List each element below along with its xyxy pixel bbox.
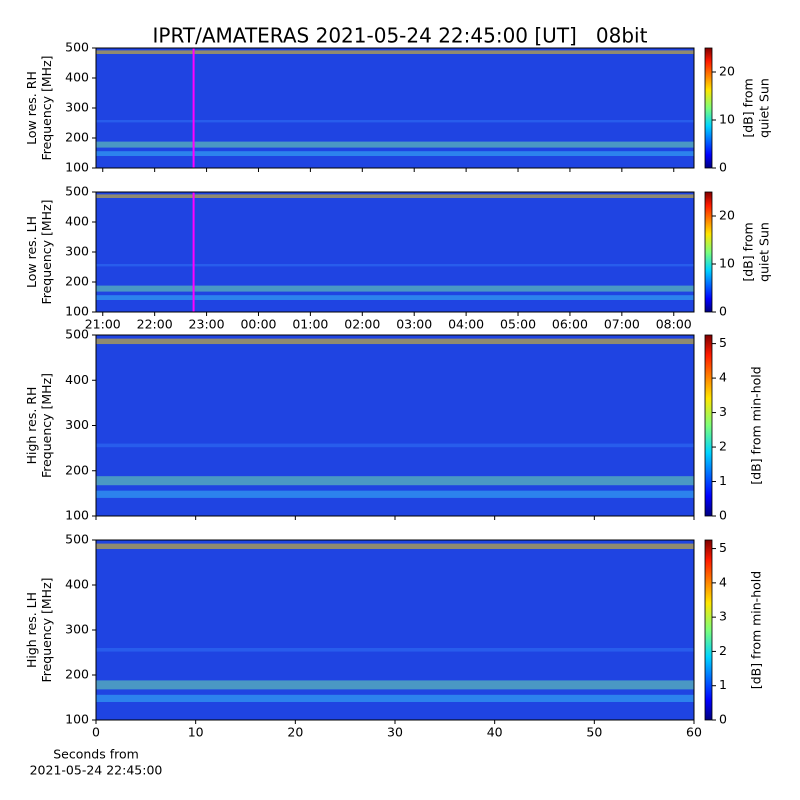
- spectrogram: [96, 540, 694, 720]
- x-tick-label: 10: [188, 725, 204, 740]
- spectrum-band: [96, 120, 694, 123]
- x-axis-label: 2021-05-24 22:45:00: [30, 763, 163, 778]
- colorbar-tick-label: 5: [719, 540, 727, 555]
- y-tick-label: 400: [65, 577, 89, 592]
- colorbar-label: [dB] from: [741, 222, 756, 281]
- spectrum-band: [96, 264, 694, 267]
- spectrum-band: [96, 694, 694, 702]
- colorbar-label: [dB] from min-hold: [749, 366, 764, 484]
- y-tick-label: 500: [65, 532, 89, 547]
- colorbar-tick-label: 10: [719, 256, 735, 271]
- colorbar-tick-label: 2: [719, 643, 727, 658]
- y-tick-label: 200: [65, 667, 89, 682]
- y-tick-label: 500: [65, 327, 89, 342]
- y-tick-label: 500: [65, 184, 89, 199]
- y-axis-label: Frequency [MHz]: [39, 373, 54, 478]
- spectrogram: [96, 192, 694, 312]
- y-axis-label: High res. RH: [24, 387, 39, 465]
- x-tick-label: 03:00: [396, 317, 432, 332]
- x-tick-label: 00:00: [240, 317, 276, 332]
- x-tick-label: 50: [586, 725, 602, 740]
- colorbar-tick-label: 20: [719, 208, 735, 223]
- spectrogram: [96, 335, 694, 516]
- colorbar-tick-label: 0: [719, 712, 727, 727]
- x-tick-label: 30: [387, 725, 403, 740]
- colorbar-tick-label: 4: [719, 370, 727, 385]
- x-tick-label: 05:00: [500, 317, 536, 332]
- colorbar-tick-label: 3: [719, 609, 727, 624]
- spectrum-band: [96, 476, 694, 486]
- spectrum-band: [96, 151, 694, 156]
- colorbar-tick-label: 20: [719, 64, 735, 79]
- y-axis-label: Frequency [MHz]: [39, 199, 54, 304]
- spectrogram: [96, 48, 694, 168]
- spectrum-band: [96, 680, 694, 690]
- y-tick-label: 400: [65, 214, 89, 229]
- colorbar-tick-label: 0: [719, 304, 727, 319]
- y-axis-label: Low res. LH: [24, 216, 39, 288]
- x-tick-label: 01:00: [292, 317, 328, 332]
- x-axis-label: Seconds from: [53, 747, 139, 762]
- colorbar-tick-label: 4: [719, 574, 727, 589]
- colorbar-tick-label: 0: [719, 508, 727, 523]
- spectrum-band: [96, 141, 694, 148]
- colorbar-label: [dB] from: [741, 78, 756, 137]
- y-tick-label: 400: [65, 70, 89, 85]
- y-axis-label: Frequency [MHz]: [39, 55, 54, 160]
- spectrum-band: [96, 295, 694, 300]
- colorbar-label: quiet Sun: [757, 222, 772, 282]
- colorbar: [704, 47, 713, 169]
- spectrum-band: [96, 543, 694, 549]
- x-tick-label: 07:00: [604, 317, 640, 332]
- colorbar-tick-label: 2: [719, 439, 727, 454]
- colorbar-label: [dB] from min-hold: [749, 571, 764, 689]
- y-tick-label: 300: [65, 417, 89, 432]
- spectrum-band: [96, 338, 694, 345]
- colorbar-tick-label: 1: [719, 677, 727, 692]
- y-tick-label: 400: [65, 372, 89, 387]
- colorbar-tick-label: 1: [719, 473, 727, 488]
- spectrum-band: [96, 648, 694, 652]
- spectrum-band: [96, 443, 694, 448]
- x-tick-label: 21:00: [85, 317, 121, 332]
- y-tick-label: 500: [65, 40, 89, 55]
- x-tick-label: 0: [92, 725, 100, 740]
- chart-title: IPRT/AMATERAS 2021-05-24 22:45:00 [UT] 0…: [153, 24, 648, 48]
- x-tick-label: 22:00: [137, 317, 173, 332]
- y-tick-label: 200: [65, 130, 89, 145]
- y-tick-label: 200: [65, 274, 89, 289]
- colorbar-tick-label: 3: [719, 404, 727, 419]
- y-tick-label: 300: [65, 244, 89, 259]
- x-tick-label: 60: [686, 725, 702, 740]
- x-tick-label: 08:00: [656, 317, 692, 332]
- colorbar: [704, 334, 713, 517]
- colorbar: [704, 191, 713, 313]
- y-tick-label: 300: [65, 100, 89, 115]
- y-axis-label: Frequency [MHz]: [39, 577, 54, 682]
- colorbar-tick-label: 10: [719, 112, 735, 127]
- y-tick-label: 100: [65, 508, 89, 523]
- x-tick-label: 40: [487, 725, 503, 740]
- y-tick-label: 300: [65, 622, 89, 637]
- spectrum-band: [96, 285, 694, 292]
- colorbar-tick-label: 0: [719, 160, 727, 175]
- x-tick-label: 20: [287, 725, 303, 740]
- y-tick-label: 100: [65, 712, 89, 727]
- colorbar: [704, 539, 713, 721]
- x-tick-label: 04:00: [448, 317, 484, 332]
- x-tick-label: 23:00: [189, 317, 225, 332]
- spectrum-band: [96, 194, 694, 198]
- y-axis-label: Low res. RH: [24, 71, 39, 145]
- x-tick-label: 06:00: [552, 317, 588, 332]
- y-axis-label: High res. LH: [24, 592, 39, 668]
- colorbar-tick-label: 5: [719, 335, 727, 350]
- spectrum-band: [96, 50, 694, 54]
- y-tick-label: 100: [65, 160, 89, 175]
- spectrum-band: [96, 490, 694, 498]
- colorbar-label: quiet Sun: [757, 78, 772, 138]
- y-tick-label: 200: [65, 462, 89, 477]
- y-tick-label: 100: [65, 304, 89, 319]
- x-tick-label: 02:00: [344, 317, 380, 332]
